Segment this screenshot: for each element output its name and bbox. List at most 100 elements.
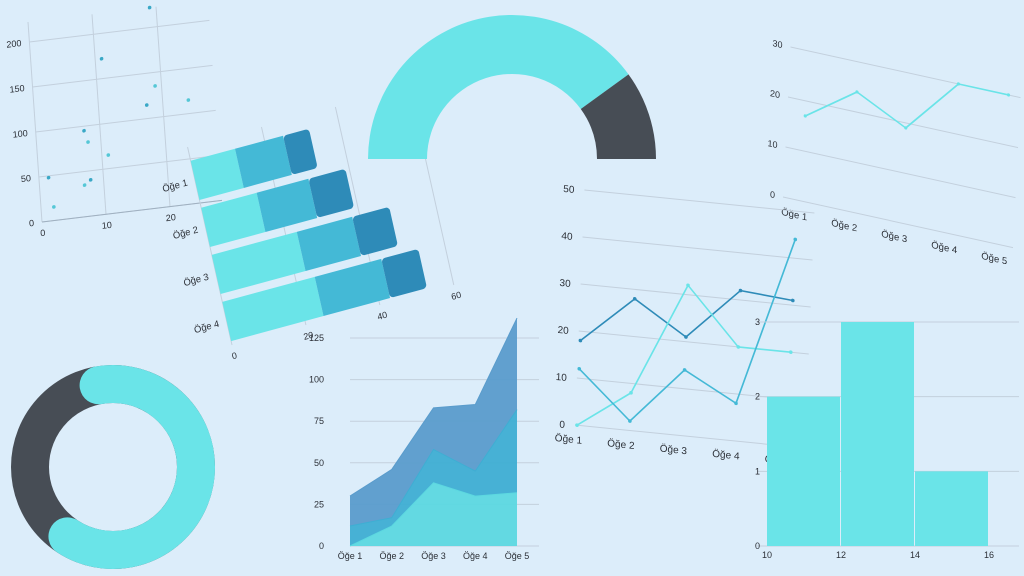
scatter-x-axis [41,199,223,223]
line-small-y-tick: 0 [770,189,776,200]
line-small-gridline [785,146,1016,199]
stacked-bar-segment [314,258,391,317]
scatter-point [46,175,51,180]
scatter-point [82,128,86,133]
area-x-label: Öğe 1 [338,551,363,561]
scatter-x-tick: 20 [165,212,176,223]
line-multi-x-label: Öğe 4 [712,448,740,463]
bar-x-tick: 60 [450,290,462,302]
area-chart: 0 25 50 75 100 125 Öğe 1 Öğe 2 Öğe 3 Öğe 4 Öğe 5 [309,317,539,561]
line-multi-point [738,288,743,293]
line-small-gridline [782,196,1014,249]
line-small-point [803,114,807,118]
donut-value-arc [11,365,215,569]
line-small-point [855,90,859,94]
stacked-bar-segment [382,249,427,298]
scatter-gridline [38,154,219,178]
area-x-label: Öğe 5 [505,551,530,561]
bar-x-tick: 20 [302,330,314,342]
bar-category-label: Öğe 1 [161,178,188,196]
stacked-bar-segment [352,207,398,256]
line-small-y-tick: 30 [772,38,783,50]
stacked-bar-segment [201,192,266,247]
line-multi-point [682,368,687,372]
area-x-label: Öğe 2 [379,551,404,561]
line-small-x-label: Öğe 2 [831,218,857,235]
line-small-point [904,126,908,130]
area-series-edge [349,409,518,527]
area-x-label: Öğe 4 [463,551,488,561]
area-y-tick: 100 [309,375,324,385]
line-small-series [804,83,1009,129]
line-multi-point [577,366,582,371]
scatter-gridline [35,109,216,133]
scatter-gridline [32,64,213,88]
scatter-y-tick: 200 [6,38,22,50]
scatter-y-tick: 0 [29,218,35,229]
scatter-point [144,103,149,107]
line-multi-x-label: Öğe 3 [660,443,688,458]
scatter-point [153,84,157,88]
stacked-bar-segment [211,231,306,295]
line-multi-point [734,401,738,406]
scatter-x-tick: 10 [101,220,112,231]
line-multi-y-tick: 0 [559,419,565,431]
stacked-bar-segment [256,178,318,232]
line-small-x-label: Öğe 3 [881,229,907,246]
line-chart-small: 0 10 20 30 Öğe 1 Öğe 2 Öğe 3 Öğe 4 Öğe 5 [767,38,1021,267]
scatter-point [52,205,56,209]
line-small-x-label: Öğe 4 [931,240,958,257]
area-series-edge [349,482,518,547]
line-multi-series [578,239,797,423]
histogram-x-tick: 10 [762,550,772,560]
area-y-tick: 50 [314,458,324,468]
area-series-edge [349,317,518,497]
scatter-x-tick: 0 [40,228,46,239]
gauge-remainder-arc [580,74,656,159]
area-series [350,482,517,546]
histogram-y-tick: 1 [755,466,760,476]
scatter-y-tick: 100 [12,128,28,140]
area-y-tick: 0 [319,541,324,551]
stacked-bar-segment [234,135,292,188]
line-multi-point [788,350,793,355]
line-multi-gridline [574,424,806,449]
bar-x-tick: 0 [231,350,238,361]
area-y-tick: 125 [309,333,324,343]
line-small-point [956,82,961,86]
histogram-x-tick: 16 [984,550,994,560]
line-multi-point [629,391,633,395]
scatter-point [88,178,93,182]
scatter-chart: 0 50 100 150 200 0 10 20 [6,5,223,239]
scatter-y-tick: 50 [21,173,32,184]
scatter-point [106,153,111,157]
line-multi-point [686,283,690,288]
histogram-y-tick: 3 [755,317,760,327]
line-multi-series [576,283,791,426]
stacked-bar-chart: 0 20 40 60 Öğe 1 Öğe 2 Öğe 3 Öğe 4 [161,86,462,361]
bar-x-tick: 40 [376,310,388,322]
histogram-x-tick: 12 [836,550,846,560]
gauge-chart [368,14,656,160]
area-series [350,318,517,527]
scatter-y-tick: 150 [9,83,25,95]
stacked-bar-segment [190,148,244,200]
scatter-point [99,56,104,61]
line-multi-point [791,298,795,303]
bar-category-label: Öğe 4 [193,319,220,337]
line-multi-x-label: Öğe 1 [555,432,583,447]
line-multi-y-tick: 30 [559,278,571,290]
line-small-y-tick: 10 [767,138,778,150]
line-multi-point [684,335,688,339]
donut-chart [11,365,215,569]
scatter-gridline [91,14,107,215]
line-small-y-tick: 20 [770,88,781,100]
gauge-value-arc [368,14,629,160]
histogram-bar [841,322,914,546]
bar-category-label: Öğe 3 [183,272,210,290]
scatter-point [186,98,191,102]
line-multi-point [793,237,798,242]
histogram-x-tick: 14 [910,550,920,560]
